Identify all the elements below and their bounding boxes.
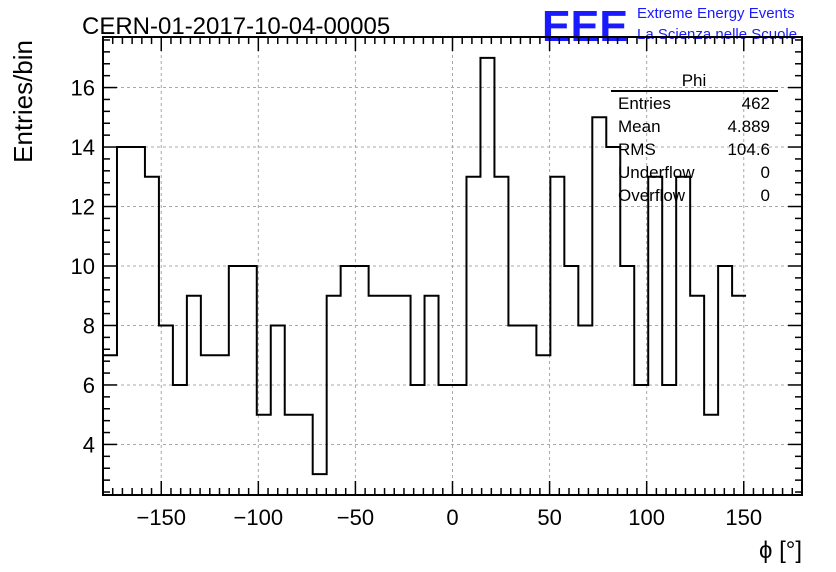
histogram-outline	[103, 56, 747, 476]
stats-label: Overflow	[618, 186, 686, 205]
x-tick-label: −50	[337, 505, 374, 530]
stats-rows: Entries 462 Mean 4.889 RMS 104.6 Underflow 0 Ove…	[618, 94, 770, 205]
stats-box: Phi Entries 462 Mean 4.889 RMS 104.6 Underflow…	[611, 71, 778, 205]
y-tick-label: 10	[71, 254, 95, 279]
logo-line-2: La Scienza nelle Scuole	[637, 26, 797, 43]
run-title: CERN-01-2017-10-04-00005	[82, 13, 390, 40]
x-tick-label: −150	[136, 505, 186, 530]
eee-logo: EEE	[542, 2, 628, 51]
x-axis-label: ϕ [°]	[759, 537, 802, 564]
y-tick-label: 8	[83, 313, 95, 338]
y-tick-label: 12	[71, 195, 95, 220]
y-tick-label: 16	[71, 76, 95, 101]
stats-value: 104.6	[727, 140, 770, 159]
x-tick-label: 150	[725, 505, 762, 530]
y-axis-label: Entries/bin	[8, 40, 38, 163]
stats-title: Phi	[682, 71, 707, 90]
axis-ticks	[103, 37, 802, 495]
y-tick-label: 4	[83, 432, 95, 457]
stats-value: 4.889	[727, 117, 770, 136]
stats-label: Mean	[618, 117, 661, 136]
x-tick-label: 0	[446, 505, 458, 530]
stats-value: 462	[742, 94, 770, 113]
stats-label: RMS	[618, 140, 656, 159]
logo-line-1: Extreme Energy Events	[637, 5, 795, 22]
stats-value: 0	[761, 163, 770, 182]
y-tick-label: 14	[71, 135, 95, 160]
x-tick-labels: −150 −100 −50 0 50 100 150	[136, 505, 762, 530]
x-tick-label: 50	[537, 505, 561, 530]
stats-value: 0	[761, 186, 770, 205]
x-tick-label: −100	[234, 505, 284, 530]
x-tick-label: 100	[628, 505, 665, 530]
grid-lines	[103, 37, 802, 495]
y-tick-labels: 4 6 8 10 12 14 16	[71, 76, 95, 458]
y-tick-label: 6	[83, 373, 95, 398]
stats-label: Underflow	[618, 163, 695, 182]
stats-label: Entries	[618, 94, 671, 113]
